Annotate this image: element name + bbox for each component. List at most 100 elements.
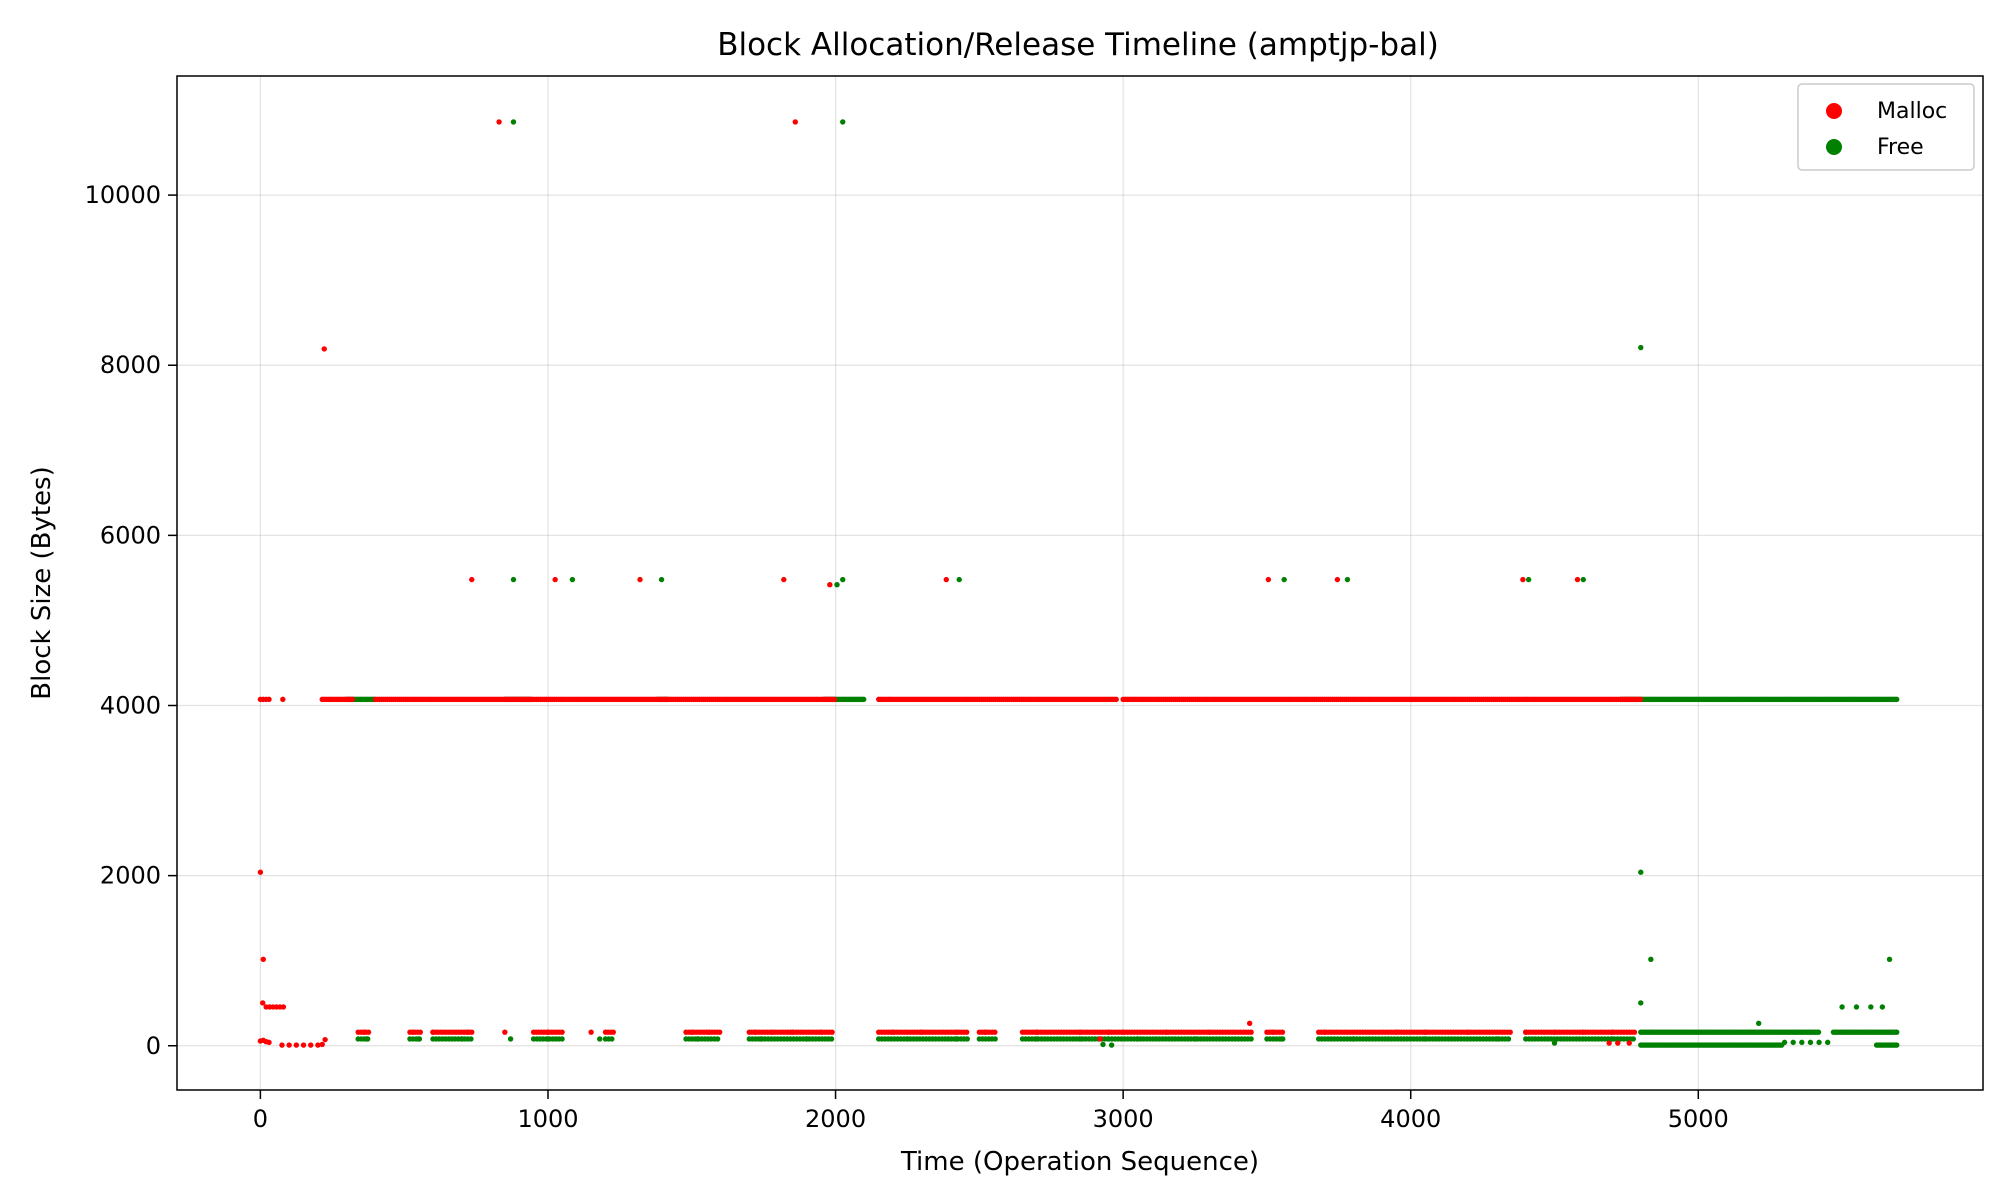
malloc-point	[689, 1029, 695, 1035]
malloc-point	[831, 696, 838, 703]
x-tick-label: 5000	[1668, 1105, 1729, 1133]
malloc-point	[919, 1029, 925, 1035]
free-point	[1134, 1036, 1141, 1042]
malloc-point	[1393, 1029, 1400, 1035]
free-point	[658, 576, 665, 583]
malloc-point	[361, 1029, 367, 1035]
malloc-point	[365, 1029, 372, 1035]
free-point	[1580, 576, 1586, 583]
malloc-point	[464, 1029, 471, 1035]
malloc-point	[792, 119, 798, 125]
free-point	[545, 1036, 551, 1042]
legend-label-malloc: Malloc	[1877, 99, 1947, 124]
malloc-point	[1077, 1029, 1083, 1035]
free-point	[1781, 1039, 1788, 1046]
free-point	[609, 1036, 615, 1042]
free-point	[1816, 1039, 1822, 1046]
malloc-point	[752, 1029, 758, 1035]
free-point	[1648, 956, 1654, 963]
free-point	[1525, 576, 1532, 583]
free-point	[1100, 1041, 1106, 1048]
malloc-point	[319, 1041, 325, 1048]
malloc-point	[259, 1000, 266, 1006]
legend-label-free: Free	[1877, 135, 1924, 160]
free-point	[459, 1036, 465, 1042]
free-point	[364, 1036, 370, 1042]
malloc-point	[1269, 1029, 1276, 1035]
free-point	[1853, 1004, 1860, 1010]
malloc-point	[266, 1039, 272, 1046]
free-point	[1077, 1036, 1083, 1042]
free-point	[1494, 1036, 1500, 1042]
free-point	[468, 1036, 474, 1042]
free-point	[1799, 1039, 1805, 1046]
malloc-point	[1551, 1029, 1558, 1035]
malloc-point	[1523, 1029, 1529, 1035]
malloc-point	[410, 1029, 416, 1035]
malloc-point	[1163, 1029, 1169, 1035]
free-point	[1790, 1039, 1796, 1046]
malloc-point	[315, 1042, 321, 1048]
free-point	[1894, 1029, 1900, 1035]
axis-ticks: 0 1000 2000 3000 4000 5000 0 2000 4000 6000 8000 10…	[85, 181, 1729, 1133]
malloc-point	[279, 1042, 285, 1048]
x-tick-label: 1000	[517, 1105, 578, 1133]
free-point	[1868, 1004, 1874, 1010]
free-point	[840, 119, 846, 125]
free-point	[992, 1036, 998, 1042]
malloc-point	[1580, 1029, 1586, 1035]
malloc-point	[1265, 576, 1272, 583]
free-point	[1638, 869, 1644, 875]
free-point	[1422, 1036, 1428, 1042]
chart-title: Block Allocation/Release Timeline (amptj…	[717, 27, 1439, 63]
malloc-point	[1034, 1029, 1040, 1035]
malloc-point	[293, 1042, 300, 1048]
y-tick-label: 4000	[100, 691, 161, 719]
x-tick-label: 2000	[805, 1105, 866, 1133]
free-point	[1248, 1036, 1254, 1042]
malloc-point	[1606, 1040, 1612, 1046]
free-point	[964, 1036, 970, 1042]
x-axis-label: Time (Operation Sequence)	[900, 1147, 1259, 1177]
malloc-point	[610, 1029, 616, 1035]
malloc-point	[953, 1029, 960, 1035]
free-point	[804, 1036, 810, 1042]
free-point	[507, 1036, 514, 1042]
free-point	[1344, 576, 1351, 583]
y-tick-label: 6000	[100, 521, 161, 549]
free-point	[1894, 696, 1900, 703]
y-tick-label: 8000	[100, 351, 161, 379]
malloc-point	[1321, 1029, 1328, 1035]
malloc-point	[769, 1029, 775, 1035]
free-point	[1505, 1036, 1512, 1042]
free-point	[1879, 1004, 1886, 1010]
malloc-point	[559, 1029, 565, 1035]
free-point	[510, 119, 517, 125]
free-point	[861, 696, 867, 703]
malloc-point	[1106, 1029, 1112, 1035]
free-point	[1350, 1036, 1356, 1042]
malloc-point	[716, 1029, 723, 1035]
legend: Malloc Free	[1797, 83, 1975, 171]
malloc-point	[1120, 1029, 1126, 1035]
x-tick-label: 4000	[1380, 1105, 1441, 1133]
malloc-point	[430, 1029, 436, 1035]
malloc-point	[1206, 1029, 1213, 1035]
y-tick-label: 0	[146, 1032, 161, 1060]
free-point	[714, 1036, 721, 1042]
free-point	[569, 576, 576, 583]
malloc-point	[1507, 1029, 1513, 1035]
x-tick-label: 3000	[1093, 1105, 1154, 1133]
malloc-point	[257, 869, 264, 875]
free-point	[834, 582, 840, 588]
malloc-point	[496, 119, 502, 125]
free-point	[1108, 1042, 1115, 1048]
free-point	[1807, 1039, 1814, 1046]
free-point	[1551, 1040, 1558, 1046]
y-tick-label: 2000	[100, 862, 161, 890]
malloc-point	[963, 1029, 970, 1035]
malloc-point	[308, 1042, 314, 1048]
free-point	[828, 1036, 835, 1042]
grid-lines	[177, 76, 1983, 1090]
